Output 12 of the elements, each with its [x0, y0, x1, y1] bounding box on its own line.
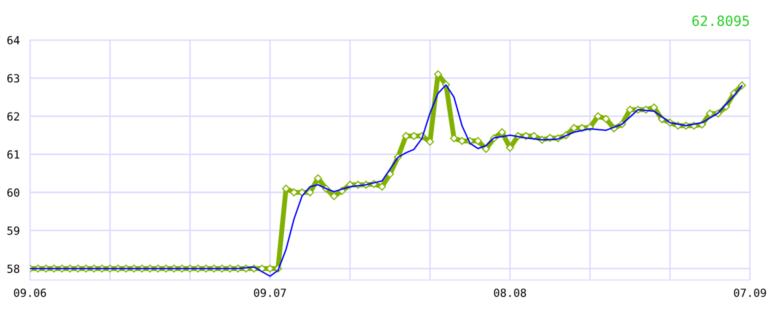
- y-tick-label: 64: [7, 36, 20, 44]
- y-tick-label: 63: [7, 74, 20, 83]
- y-tick-label: 61: [7, 150, 20, 159]
- x-tick-label: 08.08: [494, 288, 526, 297]
- x-tick-label: 09.07: [254, 288, 286, 297]
- y-tick-label: 59: [7, 226, 20, 235]
- x-tick-label: 09.06: [14, 288, 46, 297]
- y-tick-label: 62: [7, 112, 20, 121]
- y-tick-label: 60: [7, 188, 20, 197]
- text: 62.8095: [692, 16, 749, 26]
- x-tick-label: 07.09: [734, 288, 766, 297]
- y-tick-label: 58: [7, 264, 20, 273]
